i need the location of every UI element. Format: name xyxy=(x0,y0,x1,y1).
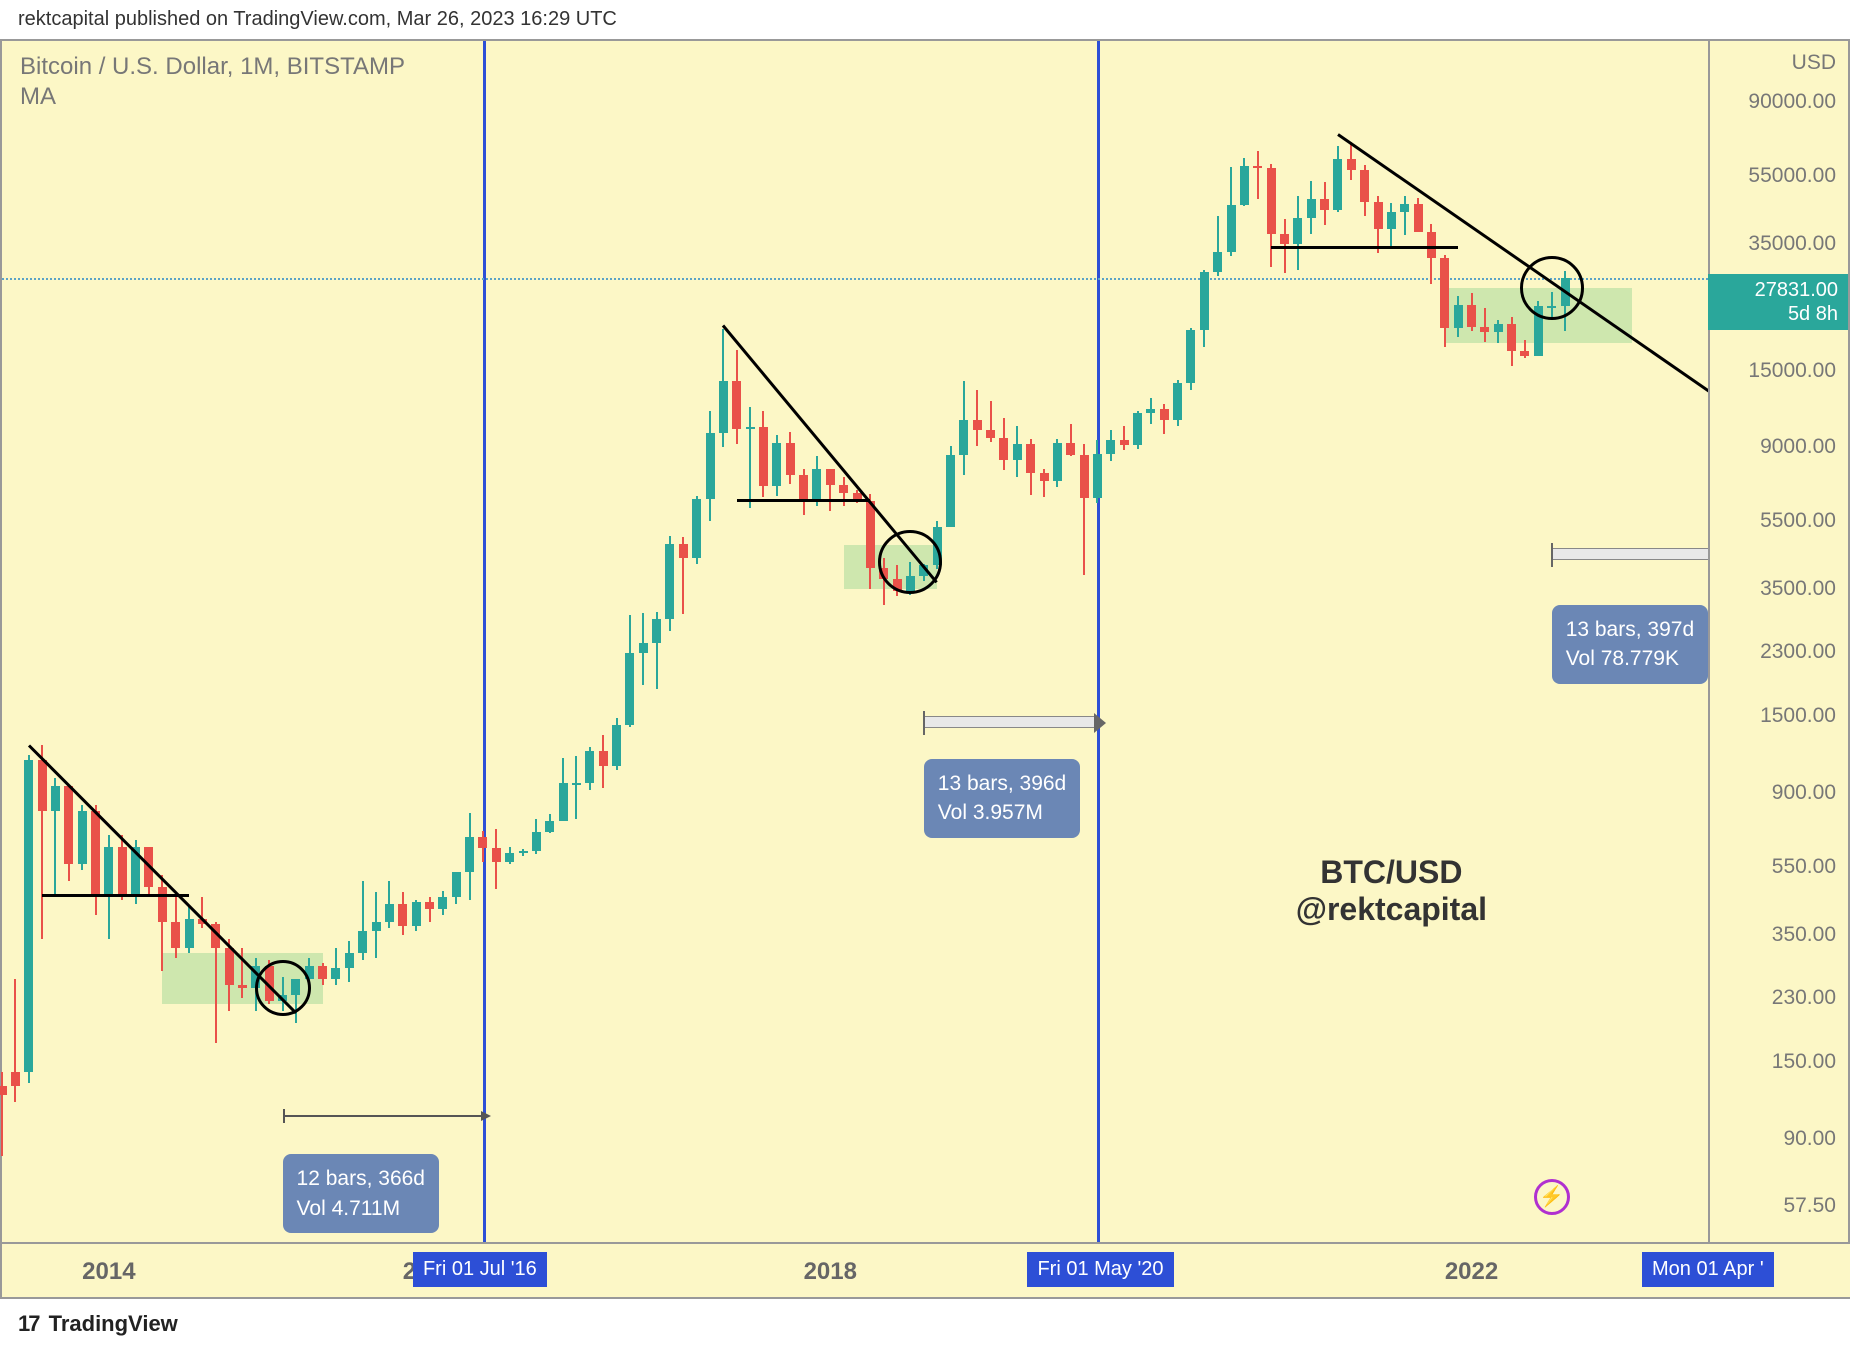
support-hline xyxy=(737,499,871,502)
y-tick-label: 90000.00 xyxy=(1748,90,1836,114)
current-price-tag: 27831.005d 8h xyxy=(1708,274,1848,330)
circle-marker xyxy=(878,530,942,594)
symbol-label-2: MA xyxy=(20,83,56,111)
info-box: 12 bars, 366dVol 4.711M xyxy=(283,1154,439,1233)
chart-container[interactable]: Bitcoin / U.S. Dollar, 1M, BITSTAMP MA 1… xyxy=(0,39,1850,1299)
x-date-tag: Fri 01 May '20 xyxy=(1027,1252,1173,1287)
footer-brand: TradingView xyxy=(49,1311,178,1336)
y-tick-label: 35000.00 xyxy=(1748,232,1836,256)
info-box: 13 bars, 397dVol 78.779K xyxy=(1552,605,1708,684)
y-tick-label: 3500.00 xyxy=(1760,577,1836,601)
y-axis[interactable]: USD 90000.0055000.0035000.0023000.001500… xyxy=(1708,41,1848,1246)
x-date-tag: Mon 01 Apr ' xyxy=(1642,1252,1774,1287)
plot-area[interactable]: Bitcoin / U.S. Dollar, 1M, BITSTAMP MA 1… xyxy=(2,41,1712,1246)
publish-header: rektcapital published on TradingView.com… xyxy=(0,0,1850,39)
range-arrow xyxy=(1552,548,1712,560)
support-hline xyxy=(42,894,189,897)
range-arrow xyxy=(283,1115,483,1117)
circle-marker xyxy=(255,960,311,1016)
y-tick-label: 350.00 xyxy=(1772,923,1836,947)
y-tick-label: 57.50 xyxy=(1783,1194,1836,1218)
x-tick-label: 2022 xyxy=(1445,1258,1498,1286)
info-box: 13 bars, 396dVol 3.957M xyxy=(924,759,1080,838)
y-tick-label: 900.00 xyxy=(1772,781,1836,805)
y-tick-label: 1500.00 xyxy=(1760,704,1836,728)
y-tick-label: 150.00 xyxy=(1772,1050,1836,1074)
y-tick-label: 2300.00 xyxy=(1760,640,1836,664)
watermark: BTC/USD@rektcapital xyxy=(1296,854,1487,928)
circle-marker xyxy=(1520,256,1584,320)
y-tick-label: 5500.00 xyxy=(1760,509,1836,533)
y-tick-label: 90.00 xyxy=(1783,1127,1836,1151)
tradingview-logo-icon: 17 xyxy=(18,1311,38,1337)
x-tick-label: 2014 xyxy=(82,1258,135,1286)
halving-vline xyxy=(483,41,486,1246)
y-tick-label: 9000.00 xyxy=(1760,435,1836,459)
x-date-tag: Fri 01 Jul '16 xyxy=(413,1252,547,1287)
footer: 17 TradingView xyxy=(0,1299,1850,1349)
y-tick-label: 550.00 xyxy=(1772,855,1836,879)
x-axis[interactable]: 2014220182022Fri 01 Jul '16Fri 01 May '2… xyxy=(2,1242,1850,1297)
x-tick-label: 2018 xyxy=(804,1258,857,1286)
y-tick-label: 230.00 xyxy=(1772,986,1836,1010)
y-axis-header: USD xyxy=(1792,51,1836,75)
range-arrow xyxy=(924,716,1098,728)
lightning-icon[interactable]: ⚡ xyxy=(1534,1179,1570,1215)
current-price-line xyxy=(2,278,1712,280)
symbol-label: Bitcoin / U.S. Dollar, 1M, BITSTAMP xyxy=(20,53,405,81)
y-tick-label: 55000.00 xyxy=(1748,164,1836,188)
y-tick-label: 15000.00 xyxy=(1748,359,1836,383)
support-hline xyxy=(1271,246,1458,249)
halving-vline xyxy=(1097,41,1100,1246)
